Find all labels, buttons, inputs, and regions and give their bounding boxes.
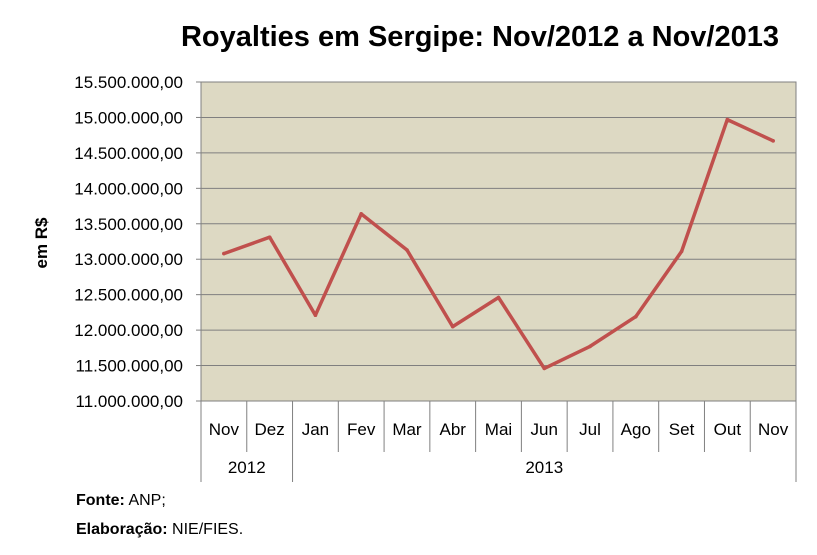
credit-label: Elaboração:	[76, 521, 168, 538]
y-tick-label: 14.000.000,00	[74, 179, 183, 198]
x-tick-label: Jul	[579, 420, 601, 439]
x-tick-label: Dez	[255, 420, 285, 439]
x-tick-label: Nov	[209, 420, 240, 439]
data-point	[725, 117, 730, 122]
data-point	[267, 235, 272, 240]
year-group-label: 2012	[228, 458, 266, 477]
data-point	[450, 324, 455, 329]
x-tick-label: Ago	[621, 420, 651, 439]
data-point	[313, 313, 318, 318]
x-tick-label: Mar	[392, 420, 422, 439]
y-tick-label: 11.500.000,00	[76, 357, 183, 376]
x-tick-label: Jan	[302, 420, 329, 439]
data-point	[542, 366, 547, 371]
data-point	[771, 139, 775, 143]
credit-value: NIE/FIES.	[172, 521, 244, 538]
y-tick-label: 13.500.000,00	[74, 215, 183, 234]
y-tick-label: 11.000.000,00	[76, 392, 183, 411]
line-chart: Royalties em Sergipe: Nov/2012 a Nov/201…	[32, 21, 797, 482]
x-tick-label: Mai	[485, 420, 512, 439]
data-point	[588, 344, 592, 349]
y-axis-label: em R$	[32, 217, 51, 269]
plot-area: 11.000.000,00 11.500.000,00 12.000.000,00 1…	[74, 73, 797, 482]
credit-note: Elaboração: NIE/FIES.	[76, 521, 243, 539]
plot-background	[200, 81, 797, 402]
source-value: ANP;	[128, 492, 166, 509]
y-tick-label: 12.500.000,00	[74, 286, 183, 305]
x-tick-label: Fev	[347, 420, 376, 439]
y-tick-label: 15.000.000,00	[74, 108, 183, 127]
data-point	[359, 212, 363, 216]
x-tick-label: Jun	[531, 420, 558, 439]
source-note: Fonte: ANP;	[76, 492, 166, 510]
data-point	[679, 249, 684, 254]
data-point	[405, 248, 409, 252]
chart-title: Royalties em Sergipe: Nov/2012 a Nov/201…	[181, 21, 779, 53]
x-tick-label: Abr	[439, 420, 466, 439]
y-tick-label: 15.500.000,00	[74, 73, 183, 92]
y-tick-label: 13.000.000,00	[74, 250, 183, 269]
source-label: Fonte:	[76, 492, 125, 509]
data-point	[222, 251, 226, 256]
year-group-label: 2013	[525, 458, 563, 477]
x-tick-label: Out	[714, 420, 742, 439]
y-tick-label: 14.500.000,00	[74, 144, 183, 163]
data-point	[634, 314, 638, 319]
x-tick-label: Nov	[758, 420, 789, 439]
data-point	[496, 295, 501, 300]
x-tick-label: Set	[669, 420, 695, 439]
y-tick-label: 12.000.000,00	[74, 321, 183, 340]
